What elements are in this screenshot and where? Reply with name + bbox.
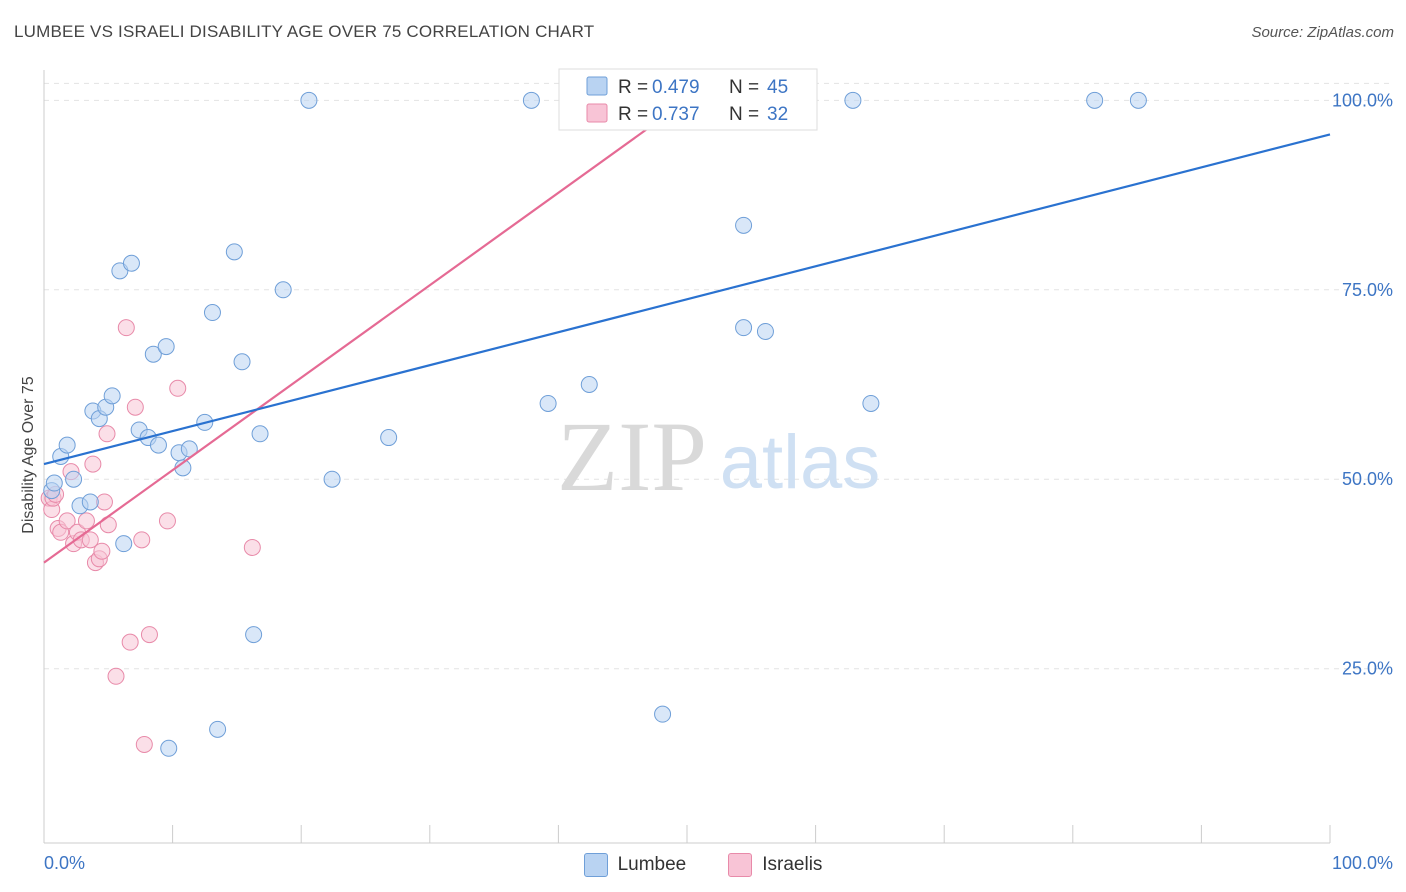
lumbee-point-24 [233, 353, 251, 371]
lumbee-point-26 [274, 281, 292, 299]
legend-label-israelis: Israelis [762, 854, 823, 875]
israeli-point-22 [133, 531, 151, 549]
legend-item-lumbee: Lumbee [583, 853, 687, 877]
axes [43, 70, 1331, 844]
lumbee-point-40 [115, 535, 133, 553]
legend-swatch-israelis [728, 853, 753, 877]
lumbee-point-4 [65, 470, 83, 488]
israeli-point-24 [169, 379, 187, 397]
lumbee-point-25 [251, 425, 269, 443]
israeli-point-26 [140, 626, 158, 644]
legend-label-lumbee: Lumbee [617, 854, 687, 875]
stats-n-value-israelis: 32 [767, 104, 788, 125]
lumbee-point-28 [380, 429, 398, 447]
stats-r-value-lumbee: 0.479 [652, 77, 700, 98]
israeli-trend-line [43, 99, 688, 564]
stats-n-label-israelis: N = [729, 104, 759, 125]
lumbee-point-32 [580, 376, 598, 394]
israeli-points [40, 91, 641, 753]
israeli-point-11 [77, 512, 95, 530]
y-tick-label-75: 75.0% [1342, 280, 1393, 300]
israeli-point-23 [158, 512, 176, 530]
lumbee-point-30 [522, 91, 540, 109]
lumbee-point-41 [245, 626, 263, 644]
legend-swatch-lumbee [583, 853, 608, 877]
israeli-point-27 [121, 633, 139, 651]
israeli-point-21 [126, 398, 144, 416]
lumbee-point-12 [122, 254, 140, 272]
stats-swatch-israelis [586, 103, 608, 123]
y-tick-label-50: 50.0% [1342, 469, 1393, 489]
lumbee-point-22 [203, 304, 221, 322]
y-tick-label-25: 25.0% [1342, 659, 1393, 679]
legend-item-israelis: Israelis [728, 853, 822, 877]
stats-swatch-lumbee [586, 76, 608, 96]
lumbee-point-39 [1129, 91, 1147, 109]
series-legend: Lumbee Israelis [0, 851, 1406, 879]
lumbee-point-23 [225, 243, 243, 261]
israeli-point-17 [95, 493, 113, 511]
lumbee-point-17 [157, 338, 175, 356]
lumbee-point-16 [149, 436, 167, 454]
israeli-point-25 [243, 538, 261, 556]
lumbee-point-6 [81, 493, 99, 511]
lumbee-point-43 [160, 739, 178, 757]
watermark: ZIP atlas [557, 401, 880, 512]
israeli-point-28 [107, 667, 125, 685]
stats-r-label-israelis: R = [618, 104, 648, 125]
y-axis-label: Disability Age Over 75 [20, 376, 37, 534]
lumbee-point-1 [45, 474, 63, 492]
israeli-point-12 [81, 531, 99, 549]
lumbee-point-35 [756, 322, 774, 340]
trend-lines [43, 99, 1331, 564]
lumbee-trend-line [43, 133, 1331, 466]
stats-r-label-lumbee: R = [618, 77, 648, 98]
source-label: Source: ZipAtlas.com [1251, 24, 1394, 41]
lumbee-point-36 [844, 91, 862, 109]
israeli-point-16 [93, 542, 111, 560]
stats-n-value-lumbee: 45 [767, 77, 788, 98]
israeli-point-6 [58, 512, 76, 530]
lumbee-point-29 [300, 91, 318, 109]
stats-n-label-lumbee: N = [729, 77, 759, 98]
lumbee-point-31 [539, 394, 557, 412]
lumbee-point-34 [735, 319, 753, 337]
israeli-point-29 [135, 735, 153, 753]
stats-r-value-israelis: 0.737 [652, 104, 700, 125]
watermark-zip: ZIP [557, 401, 707, 512]
lumbee-point-10 [103, 387, 121, 405]
chart-title: LUMBEE VS ISRAELI DISABILITY AGE OVER 75… [14, 22, 595, 41]
israeli-point-19 [98, 425, 116, 443]
tick-labels: 25.0% 50.0% 75.0% 100.0% 0.0% 100.0% [44, 90, 1393, 873]
israeli-point-20 [117, 319, 135, 337]
x-tick-label-100: 100.0% [1332, 853, 1393, 873]
x-tick-label-0: 0.0% [44, 853, 85, 873]
lumbee-point-42 [209, 720, 227, 738]
lumbee-points [43, 91, 1147, 757]
israeli-point-13 [84, 455, 102, 473]
lumbee-point-44 [654, 705, 672, 723]
y-tick-label-100: 100.0% [1332, 90, 1393, 110]
lumbee-point-27 [323, 470, 341, 488]
lumbee-point-38 [1086, 91, 1104, 109]
lumbee-point-33 [735, 216, 753, 234]
lumbee-point-15 [144, 345, 162, 363]
lumbee-point-3 [58, 436, 76, 454]
lumbee-point-37 [862, 394, 880, 412]
watermark-atlas: atlas [720, 420, 881, 505]
stats-legend: R = 0.479 N = 45 R = 0.737 N = 32 [558, 68, 818, 131]
